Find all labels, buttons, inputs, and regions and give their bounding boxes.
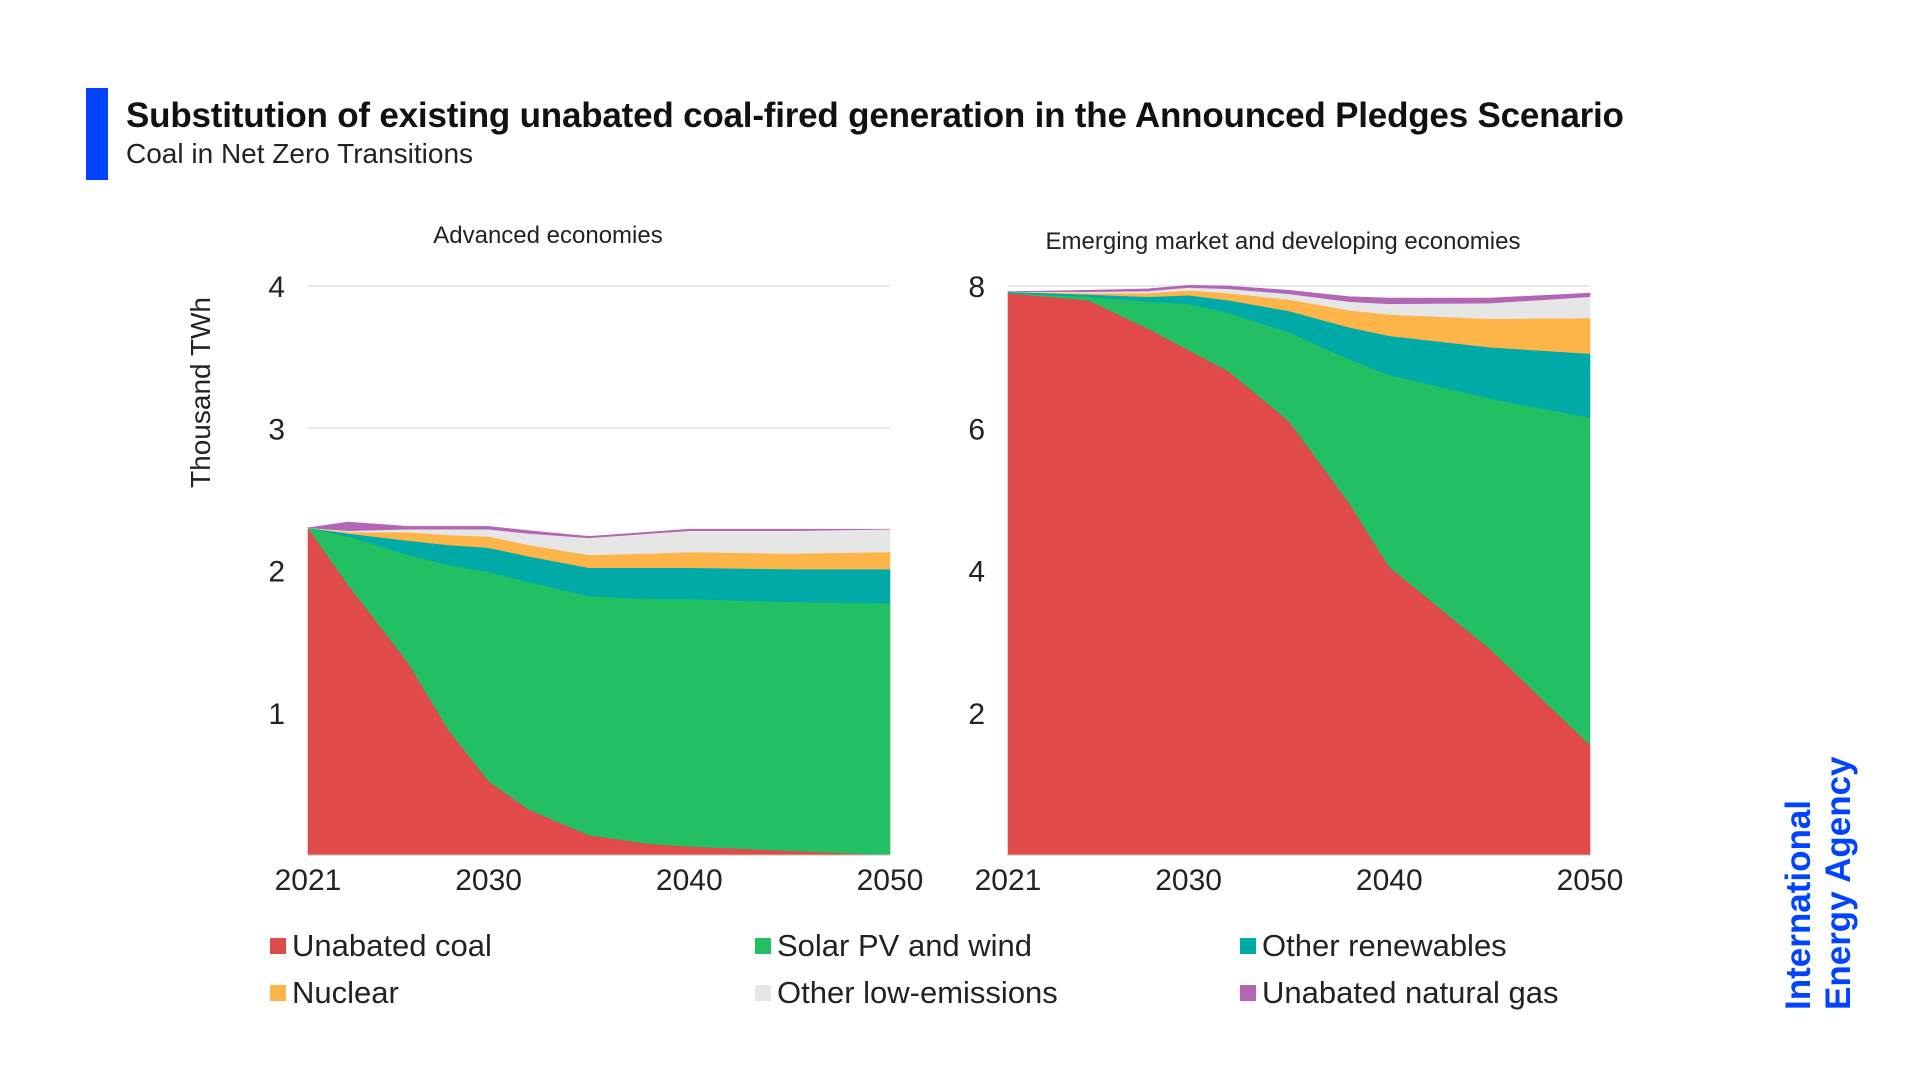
y-tick-label: 4 [968,556,985,589]
legend-label: Other renewables [1262,928,1507,963]
title-accent-bar [86,88,108,180]
y-axis-label: Thousand TWh [185,297,216,488]
legend-item-other-low-emissions: Other low-emissions [755,975,1058,1011]
x-tick-label: 2040 [656,864,723,897]
logo-line-1: International [1779,800,1818,1010]
legend-swatch [270,938,286,954]
area-unabated-natural-gas [1007,284,1591,305]
logo-line-2: Energy Agency [1819,756,1858,1010]
legend-item-other-renewables: Other renewables [1240,928,1507,964]
legend-item-unabated-natural-gas: Unabated natural gas [1240,975,1558,1011]
y-tick-label: 1 [268,698,285,731]
y-tick-label: 4 [268,271,285,304]
legend-swatch [270,985,286,1001]
legend-label: Nuclear [292,975,399,1010]
x-tick-label: 2021 [275,864,342,897]
x-tick-label: 2030 [455,864,522,897]
legend-label: Unabated coal [292,928,492,963]
legend-item-unabated-coal: Unabated coal [270,928,492,964]
legend-item-solar-pv-wind: Solar PV and wind [755,928,1032,964]
y-tick-label: 2 [268,556,285,589]
iea-logo: International Energy Agency [1770,740,1880,1020]
legend-label: Unabated natural gas [1262,975,1559,1010]
legend-swatch [755,938,771,954]
y-tick-label: 8 [968,271,985,304]
legend-label: Solar PV and wind [777,928,1033,963]
legend: Unabated coal Solar PV and wind Other re… [270,928,1670,1028]
chart-title: Substitution of existing unabated coal-f… [126,96,1624,135]
chart-subtitle: Coal in Net Zero Transitions [126,138,474,169]
x-tick-label: 2030 [1155,864,1222,897]
x-tick-label: 2050 [857,864,924,897]
panel-title: Advanced economies [433,222,662,249]
legend-label: Other low-emissions [777,975,1058,1010]
area-unabated-natural-gas [307,521,891,539]
legend-item-nuclear: Nuclear [270,975,399,1011]
legend-swatch [755,985,771,1001]
legend-swatch [1240,938,1256,954]
x-tick-label: 2021 [975,864,1042,897]
y-tick-label: 2 [968,698,985,731]
y-tick-label: 6 [968,413,985,446]
x-tick-label: 2040 [1356,864,1423,897]
panel-title: Emerging market and developing economies [1046,228,1521,255]
x-tick-label: 2050 [1557,864,1624,897]
legend-swatch [1240,985,1256,1001]
y-tick-label: 3 [268,413,285,446]
